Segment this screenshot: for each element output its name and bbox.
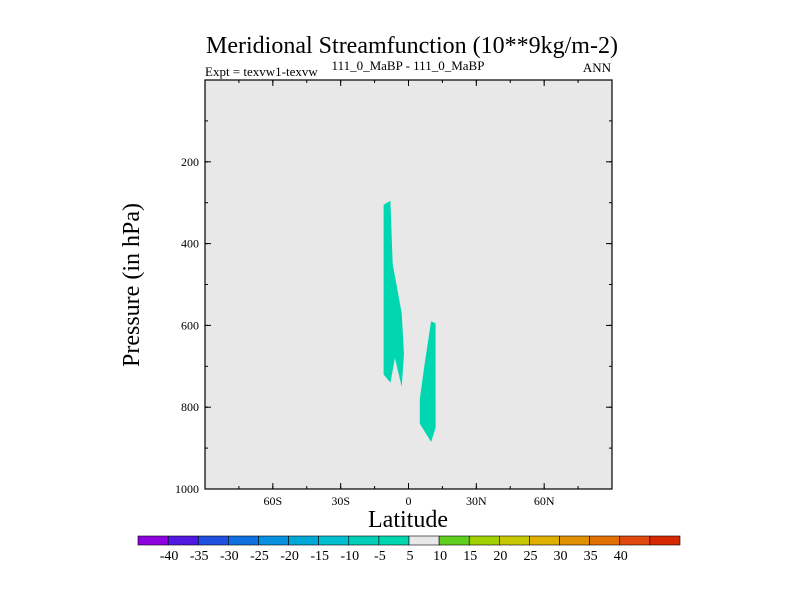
subtitle-left: Expt = texvw1-texvw <box>205 64 318 79</box>
subtitle-center: 111_0_MaBP - 111_0_MaBP <box>332 58 485 73</box>
y-tick-label-0: 200 <box>181 155 199 169</box>
colorbar-label-1: -35 <box>190 549 209 564</box>
x-tick-label-3: 30N <box>466 494 487 508</box>
subtitle-right: ANN <box>583 60 612 75</box>
colorbar-label-7: -5 <box>374 549 386 564</box>
x-tick-label-2: 0 <box>406 494 412 508</box>
plot-area <box>205 80 612 489</box>
colorbar-swatch-9 <box>408 535 440 546</box>
colorbar-label-3: -25 <box>250 549 269 564</box>
colorbar-label-9: 10 <box>433 549 447 564</box>
y-tick-label-1: 400 <box>181 237 199 251</box>
colorbar: -40 -35 -30 -25 -20 -15 -10 -5 5 10 15 20 25 30 35 40 <box>137 535 681 564</box>
x-axis-label: Latitude <box>368 507 448 533</box>
y-axis-label: Pressure (in hPa) <box>119 203 145 367</box>
y-tick-label-3: 800 <box>181 400 199 414</box>
axis-ticks: 60S 30S 0 30N 60N 200 400 600 800 1000 <box>175 80 613 508</box>
colorbar-label-0: -40 <box>160 549 179 564</box>
colorbar-label-6: -10 <box>340 549 359 564</box>
colorbar-swatch-12 <box>499 535 530 546</box>
chart-title: Meridional Streamfunction (10**9kg/m-2) <box>206 33 618 59</box>
colorbar-swatch-1 <box>167 535 199 546</box>
colorbar-swatch-10 <box>438 535 470 546</box>
colorbar-swatch-6 <box>318 535 350 546</box>
contour-regions <box>383 200 436 442</box>
colorbar-swatch-0 <box>137 535 169 546</box>
colorbar-swatch-15 <box>589 535 621 546</box>
colorbar-label-11: 20 <box>493 549 507 564</box>
colorbar-label-2: -30 <box>220 549 239 564</box>
y-tick-label-2: 600 <box>181 318 199 332</box>
contour-region-2 <box>419 321 436 442</box>
colorbar-swatch-14 <box>559 535 590 546</box>
colorbar-label-8: 5 <box>407 549 414 564</box>
colorbar-swatch-13 <box>529 535 560 546</box>
colorbar-label-15: 40 <box>614 549 628 564</box>
y-tick-label-4: 1000 <box>175 482 199 496</box>
colorbar-label-14: 35 <box>584 549 598 564</box>
colorbar-swatch-2 <box>197 535 229 546</box>
x-tick-label-0: 60S <box>263 494 282 508</box>
colorbar-swatch-7 <box>348 535 380 546</box>
colorbar-swatch-5 <box>288 535 319 546</box>
contour-region-1 <box>383 200 404 387</box>
colorbar-label-13: 30 <box>554 549 568 564</box>
colorbar-label-5: -15 <box>310 549 329 564</box>
colorbar-label-10: 15 <box>463 549 477 564</box>
colorbar-swatch-4 <box>258 535 289 546</box>
colorbar-swatch-11 <box>468 535 500 546</box>
colorbar-label-12: 25 <box>523 549 537 564</box>
x-tick-label-4: 60N <box>534 494 555 508</box>
colorbar-label-4: -20 <box>280 549 299 564</box>
x-tick-label-1: 30S <box>331 494 350 508</box>
colorbar-swatch-3 <box>228 535 259 546</box>
colorbar-swatch-17 <box>649 535 681 546</box>
colorbar-swatch-16 <box>619 535 651 546</box>
colorbar-swatch-8 <box>378 535 410 546</box>
